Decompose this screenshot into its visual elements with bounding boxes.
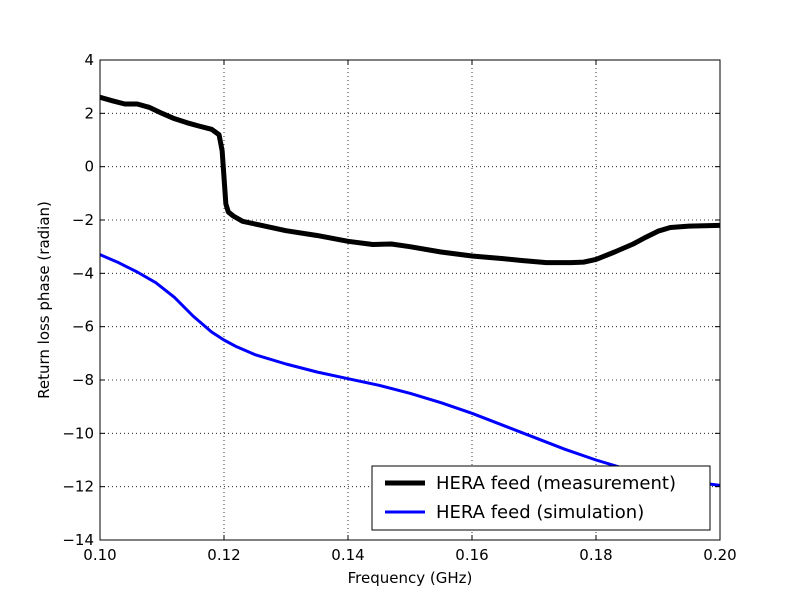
x-tick-label: 0.10	[83, 546, 116, 564]
y-tick-label: −14	[62, 531, 94, 549]
y-tick-label: 2	[84, 104, 94, 122]
legend-box	[371, 465, 711, 531]
plot-area-frame	[99, 59, 721, 541]
y-tick-label: 0	[84, 158, 94, 176]
legend-label-measurement: HERA feed (measurement)	[436, 473, 676, 494]
legend-label-simulation: HERA feed (simulation)	[436, 502, 644, 523]
y-tick-label: −6	[72, 318, 94, 336]
legend: HERA feed (measurement) HERA feed (simul…	[371, 465, 711, 531]
y-tick-label: −4	[72, 264, 94, 282]
x-tick-label: 0.16	[455, 546, 488, 564]
x-axis-label: Frequency (GHz)	[348, 569, 473, 587]
y-tick-label: −12	[62, 478, 94, 496]
x-tick-label: 0.20	[703, 546, 736, 564]
series-line-measurement	[100, 94, 720, 266]
y-tick-label: −2	[72, 211, 94, 229]
y-tick-label: −8	[72, 371, 94, 389]
y-tick-label: −10	[62, 424, 94, 442]
y-tick-label: 4	[84, 51, 94, 69]
series-line-simulation	[100, 253, 720, 487]
x-tick-label: 0.12	[207, 546, 240, 564]
y-axis-label: Return loss phase (radian)	[35, 201, 53, 399]
x-tick-label: 0.18	[579, 546, 612, 564]
axis-ticks: 0.10 0.12 0.14 0.16 0.18 0.20 4 2 0 −2 −4 −6 −8 −10 −1…	[62, 51, 736, 564]
x-tick-label: 0.14	[331, 546, 364, 564]
series-layer	[100, 94, 720, 487]
